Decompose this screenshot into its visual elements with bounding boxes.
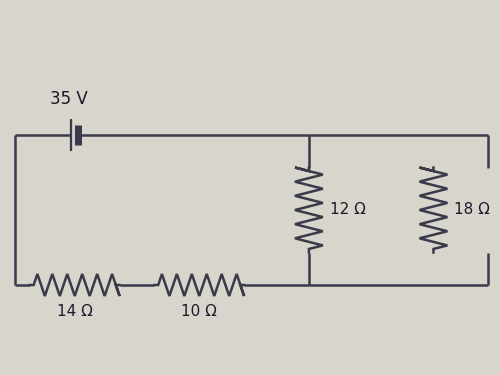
Text: 18 Ω: 18 Ω: [454, 202, 490, 217]
Text: 10 Ω: 10 Ω: [182, 304, 217, 319]
Text: 12 Ω: 12 Ω: [330, 202, 366, 217]
Text: 14 Ω: 14 Ω: [57, 304, 92, 319]
Text: 35 V: 35 V: [50, 90, 88, 108]
